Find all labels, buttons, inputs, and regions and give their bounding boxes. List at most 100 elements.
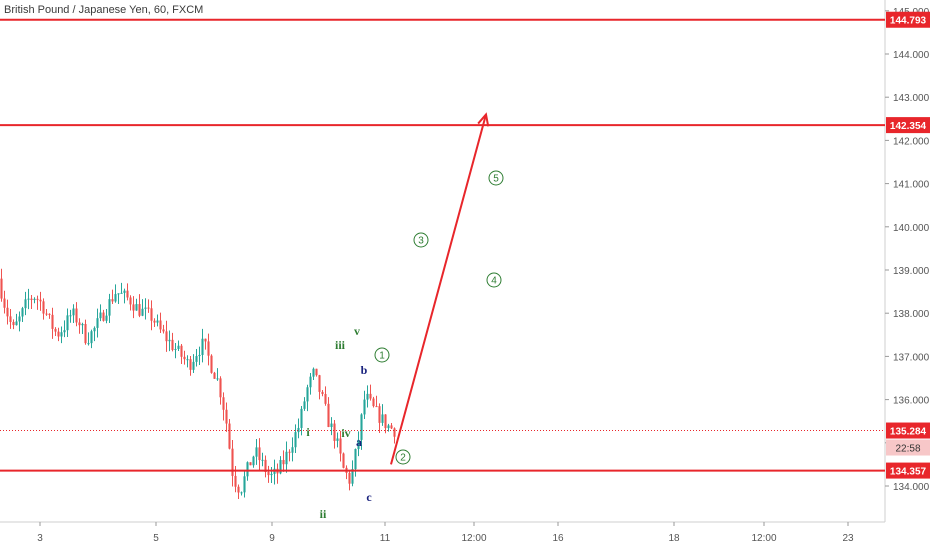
candle-body	[312, 368, 315, 377]
candle-body	[321, 391, 324, 394]
candle-body	[261, 459, 264, 461]
x-tick-label: 16	[552, 533, 564, 544]
candle-body	[105, 315, 108, 321]
candle-body	[282, 459, 285, 465]
candle-body	[267, 471, 270, 476]
candle-body	[339, 438, 342, 454]
price-level-tag	[886, 462, 930, 479]
candle-body	[360, 414, 363, 440]
candle-body	[381, 414, 384, 423]
candle-body	[264, 459, 267, 472]
candle-body	[51, 314, 54, 329]
candle-body	[240, 492, 243, 494]
y-tick-label: 137.000	[893, 352, 930, 363]
candle-body	[180, 345, 183, 357]
candle-body	[315, 368, 318, 376]
wave-circle-label-4: 4	[491, 276, 497, 287]
y-tick-label: 144.000	[893, 50, 930, 61]
candle-body	[336, 438, 339, 441]
candle-body	[228, 423, 231, 449]
candle-body	[42, 301, 45, 314]
candle-body	[123, 290, 126, 293]
countdown-tag	[886, 439, 930, 456]
candle-body	[210, 355, 213, 373]
y-tick-label: 136.000	[893, 396, 930, 407]
candle-body	[90, 331, 93, 344]
x-tick-label: 12:00	[751, 533, 776, 544]
candle-body	[174, 348, 177, 350]
price-level-label: 134.357	[890, 467, 927, 478]
candle-body	[78, 322, 81, 326]
wave-circle-2	[395, 449, 411, 465]
candle-body	[390, 425, 393, 429]
candle-body	[249, 462, 252, 466]
wave-label-iii: iii	[335, 338, 346, 352]
candle-body	[309, 376, 312, 388]
candle-body	[60, 332, 63, 337]
candle-body	[111, 299, 114, 302]
candle-body	[75, 308, 78, 323]
wave-circle-4	[486, 272, 502, 288]
candle-body	[189, 359, 192, 370]
candle-body	[183, 356, 186, 360]
candle-body	[171, 339, 174, 350]
candle-body	[33, 298, 36, 301]
candle-body	[351, 469, 354, 484]
candle-body	[0, 278, 3, 299]
countdown-label: 22:58	[895, 444, 920, 455]
wave-label-v: v	[354, 324, 360, 338]
candle-body	[24, 299, 27, 309]
candle-body	[6, 307, 9, 317]
candle-body	[213, 372, 216, 379]
candle-body	[150, 308, 153, 321]
wave-label-i: i	[306, 425, 310, 439]
candle-body	[159, 320, 162, 330]
candle-body	[222, 397, 225, 410]
wave-label-c: c	[366, 490, 372, 504]
candle-body	[288, 451, 291, 453]
candle-body	[237, 486, 240, 493]
candle-body	[204, 338, 207, 342]
candle-body	[243, 476, 246, 493]
wave-circle-1	[374, 347, 390, 363]
y-tick-label: 138.000	[893, 309, 930, 320]
current-price-tag	[886, 422, 930, 439]
price-level-label: 144.793	[890, 16, 927, 27]
candle-body	[69, 315, 72, 317]
y-tick-label: 142.000	[893, 136, 930, 147]
candle-body	[198, 354, 201, 357]
candle-body	[81, 323, 84, 326]
wave-circle-5	[488, 170, 504, 186]
candle-body	[207, 341, 210, 356]
price-level-label: 142.354	[890, 121, 927, 132]
candle-body	[354, 449, 357, 470]
candle-body	[246, 462, 249, 477]
candle-body	[384, 414, 387, 429]
candle-body	[366, 393, 369, 400]
projection-arrow[interactable]	[390, 114, 487, 465]
candle-body	[138, 304, 141, 316]
price-level-tag	[886, 11, 930, 28]
x-tick-label: 5	[153, 533, 159, 544]
wave-circle-3	[413, 232, 429, 248]
candle-body	[72, 308, 75, 316]
candle-body	[120, 292, 123, 294]
current-price-label: 135.284	[890, 427, 927, 438]
candle-body	[102, 312, 105, 321]
candle-body	[219, 378, 222, 398]
wave-label-a: a	[356, 435, 362, 449]
candle-body	[153, 320, 156, 323]
wave-label-iv: iv	[341, 426, 350, 440]
candle-body	[294, 432, 297, 448]
wave-circle-label-1: 1	[379, 351, 385, 362]
candle-body	[333, 423, 336, 441]
candle-body	[132, 304, 135, 311]
candle-body	[147, 307, 150, 309]
x-tick-label: 9	[269, 533, 275, 544]
wave-circle-label-3: 3	[418, 236, 424, 247]
candle-body	[57, 331, 60, 337]
candle-body	[291, 447, 294, 453]
y-tick-label: 140.000	[893, 223, 930, 234]
candle-body	[45, 313, 48, 315]
